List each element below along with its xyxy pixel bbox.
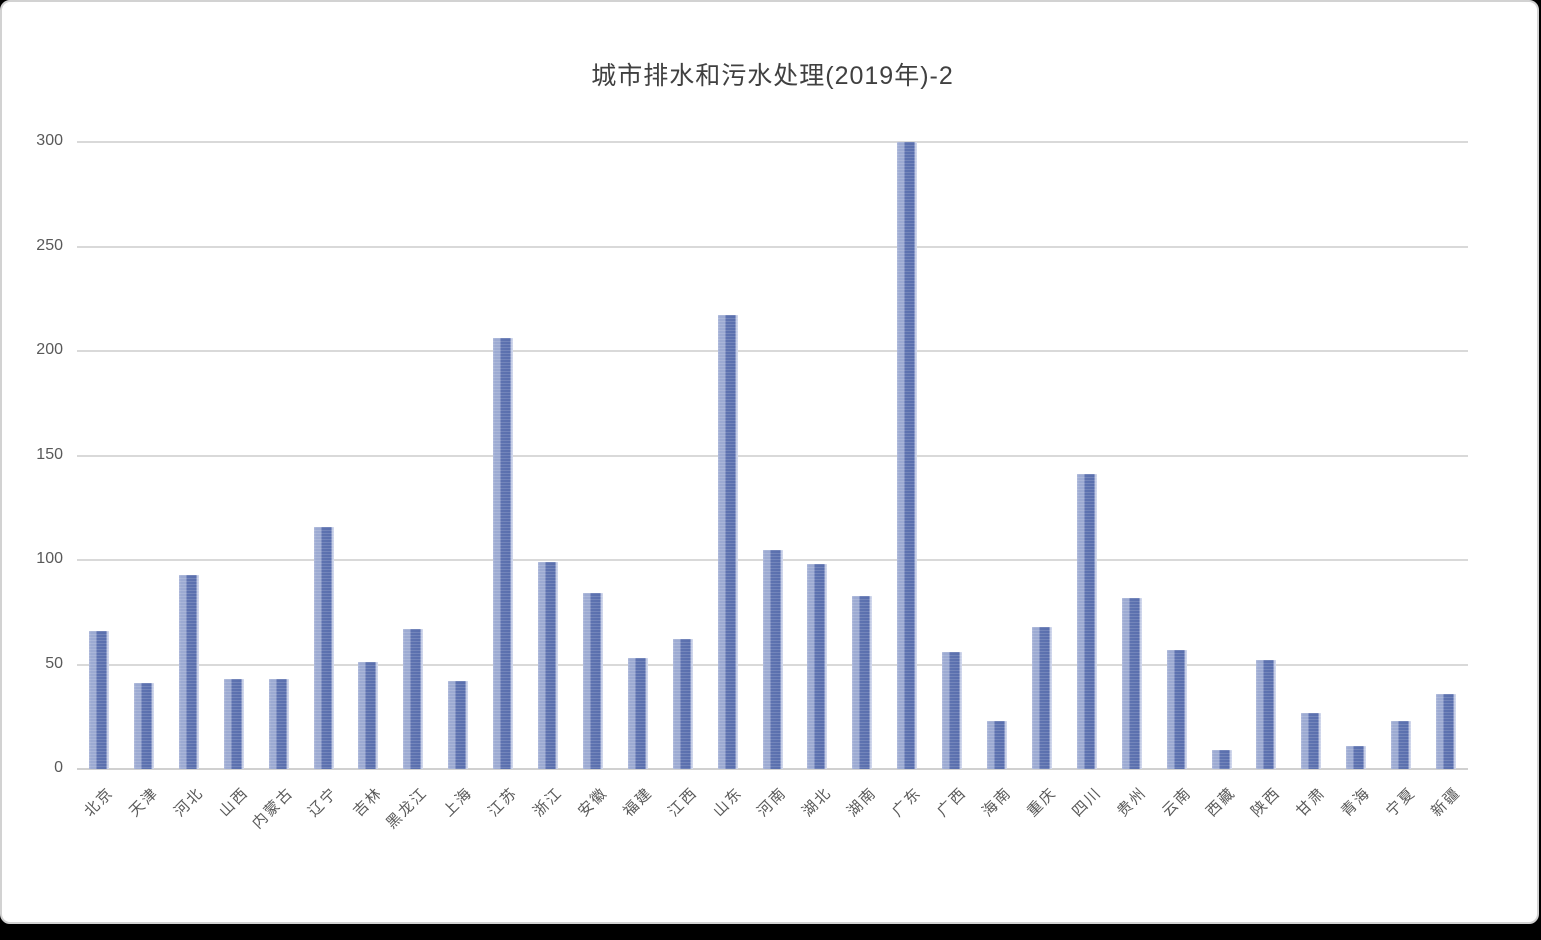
x-axis-label: 海南 [979, 784, 1016, 821]
bar-云南 [1166, 649, 1187, 769]
bar-北京 [89, 631, 109, 769]
x-axis-label: 天津 [125, 784, 163, 821]
x-axis-label: 北京 [81, 784, 118, 821]
gridline [77, 454, 1468, 457]
x-axis-label: 青海 [1338, 784, 1375, 821]
y-axis-tick-label: 50 [45, 654, 63, 672]
bar-广西 [942, 651, 963, 769]
bar-陕西 [1256, 660, 1277, 769]
x-axis-line [77, 768, 1468, 770]
x-axis-label: 重庆 [1023, 784, 1061, 821]
x-axis-label: 湖南 [844, 784, 881, 821]
x-axis-label: 黑龙江 [383, 784, 432, 833]
bar-新疆 [1436, 693, 1456, 769]
bar-山东 [717, 315, 738, 769]
bar-广东 [897, 142, 918, 769]
x-axis-label: 西藏 [1203, 784, 1240, 821]
x-axis-label: 上海 [440, 784, 477, 821]
gridline [77, 141, 1468, 143]
y-axis-tick-label: 0 [54, 759, 63, 776]
x-axis-label: 吉林 [350, 784, 387, 821]
y-axis-tick-label: 250 [36, 236, 63, 254]
bar-黑龙江 [403, 628, 424, 769]
bar-甘肃 [1301, 712, 1322, 769]
gridline [77, 245, 1468, 248]
bar-上海 [448, 681, 469, 769]
x-axis-label: 河南 [754, 784, 791, 821]
bar-海南 [987, 720, 1007, 769]
bar-山西 [223, 679, 244, 769]
y-axis-tick-label: 300 [36, 132, 63, 149]
bar-宁夏 [1391, 720, 1412, 769]
x-axis-label: 辽宁 [305, 784, 342, 821]
bar-河北 [178, 574, 199, 769]
bar-重庆 [1031, 626, 1052, 769]
x-axis-label: 江苏 [485, 784, 522, 821]
x-axis-label: 广西 [934, 784, 971, 821]
x-axis-label: 云南 [1158, 784, 1195, 821]
gridline [77, 350, 1468, 352]
x-axis-label: 内蒙古 [248, 784, 297, 833]
x-axis-label: 福建 [619, 784, 656, 821]
x-axis-label: 甘肃 [1293, 784, 1330, 821]
x-axis-label: 湖北 [799, 784, 836, 821]
bar-吉林 [358, 662, 379, 769]
x-axis-label: 新疆 [1428, 784, 1465, 821]
y-axis-tick-label: 150 [36, 445, 63, 463]
bar-贵州 [1121, 597, 1142, 769]
y-axis-tick-label: 100 [36, 550, 63, 567]
bar-辽宁 [313, 526, 334, 769]
x-axis-label: 浙江 [530, 784, 567, 821]
bar-江西 [672, 639, 693, 769]
bar-福建 [627, 658, 648, 769]
bar-天津 [133, 683, 154, 769]
x-axis-label: 宁夏 [1383, 784, 1420, 821]
x-axis-label: 山西 [215, 784, 252, 821]
bar-浙江 [538, 562, 558, 769]
x-axis-label: 贵州 [1113, 784, 1150, 821]
x-axis-label: 河北 [170, 784, 207, 821]
bar-湖南 [852, 595, 873, 769]
y-axis-tick-label: 200 [36, 341, 63, 358]
x-axis-label: 山东 [709, 784, 746, 821]
x-axis-label: 广东 [889, 784, 926, 821]
x-axis-label: 陕西 [1248, 784, 1285, 821]
x-axis-label: 四川 [1068, 784, 1105, 821]
chart-title: 城市排水和污水处理(2019年)-2 [591, 62, 954, 90]
x-axis-label: 江西 [664, 784, 701, 821]
bar-青海 [1346, 746, 1367, 769]
bar-安徽 [582, 593, 603, 769]
plot-area [77, 141, 1468, 770]
bar-西藏 [1211, 750, 1232, 769]
bar-河南 [762, 549, 783, 769]
bar-四川 [1076, 474, 1097, 769]
x-axis-label: 安徽 [574, 784, 612, 821]
bar-内蒙古 [268, 679, 289, 769]
bar-湖北 [807, 564, 828, 769]
bar-江苏 [493, 338, 514, 769]
